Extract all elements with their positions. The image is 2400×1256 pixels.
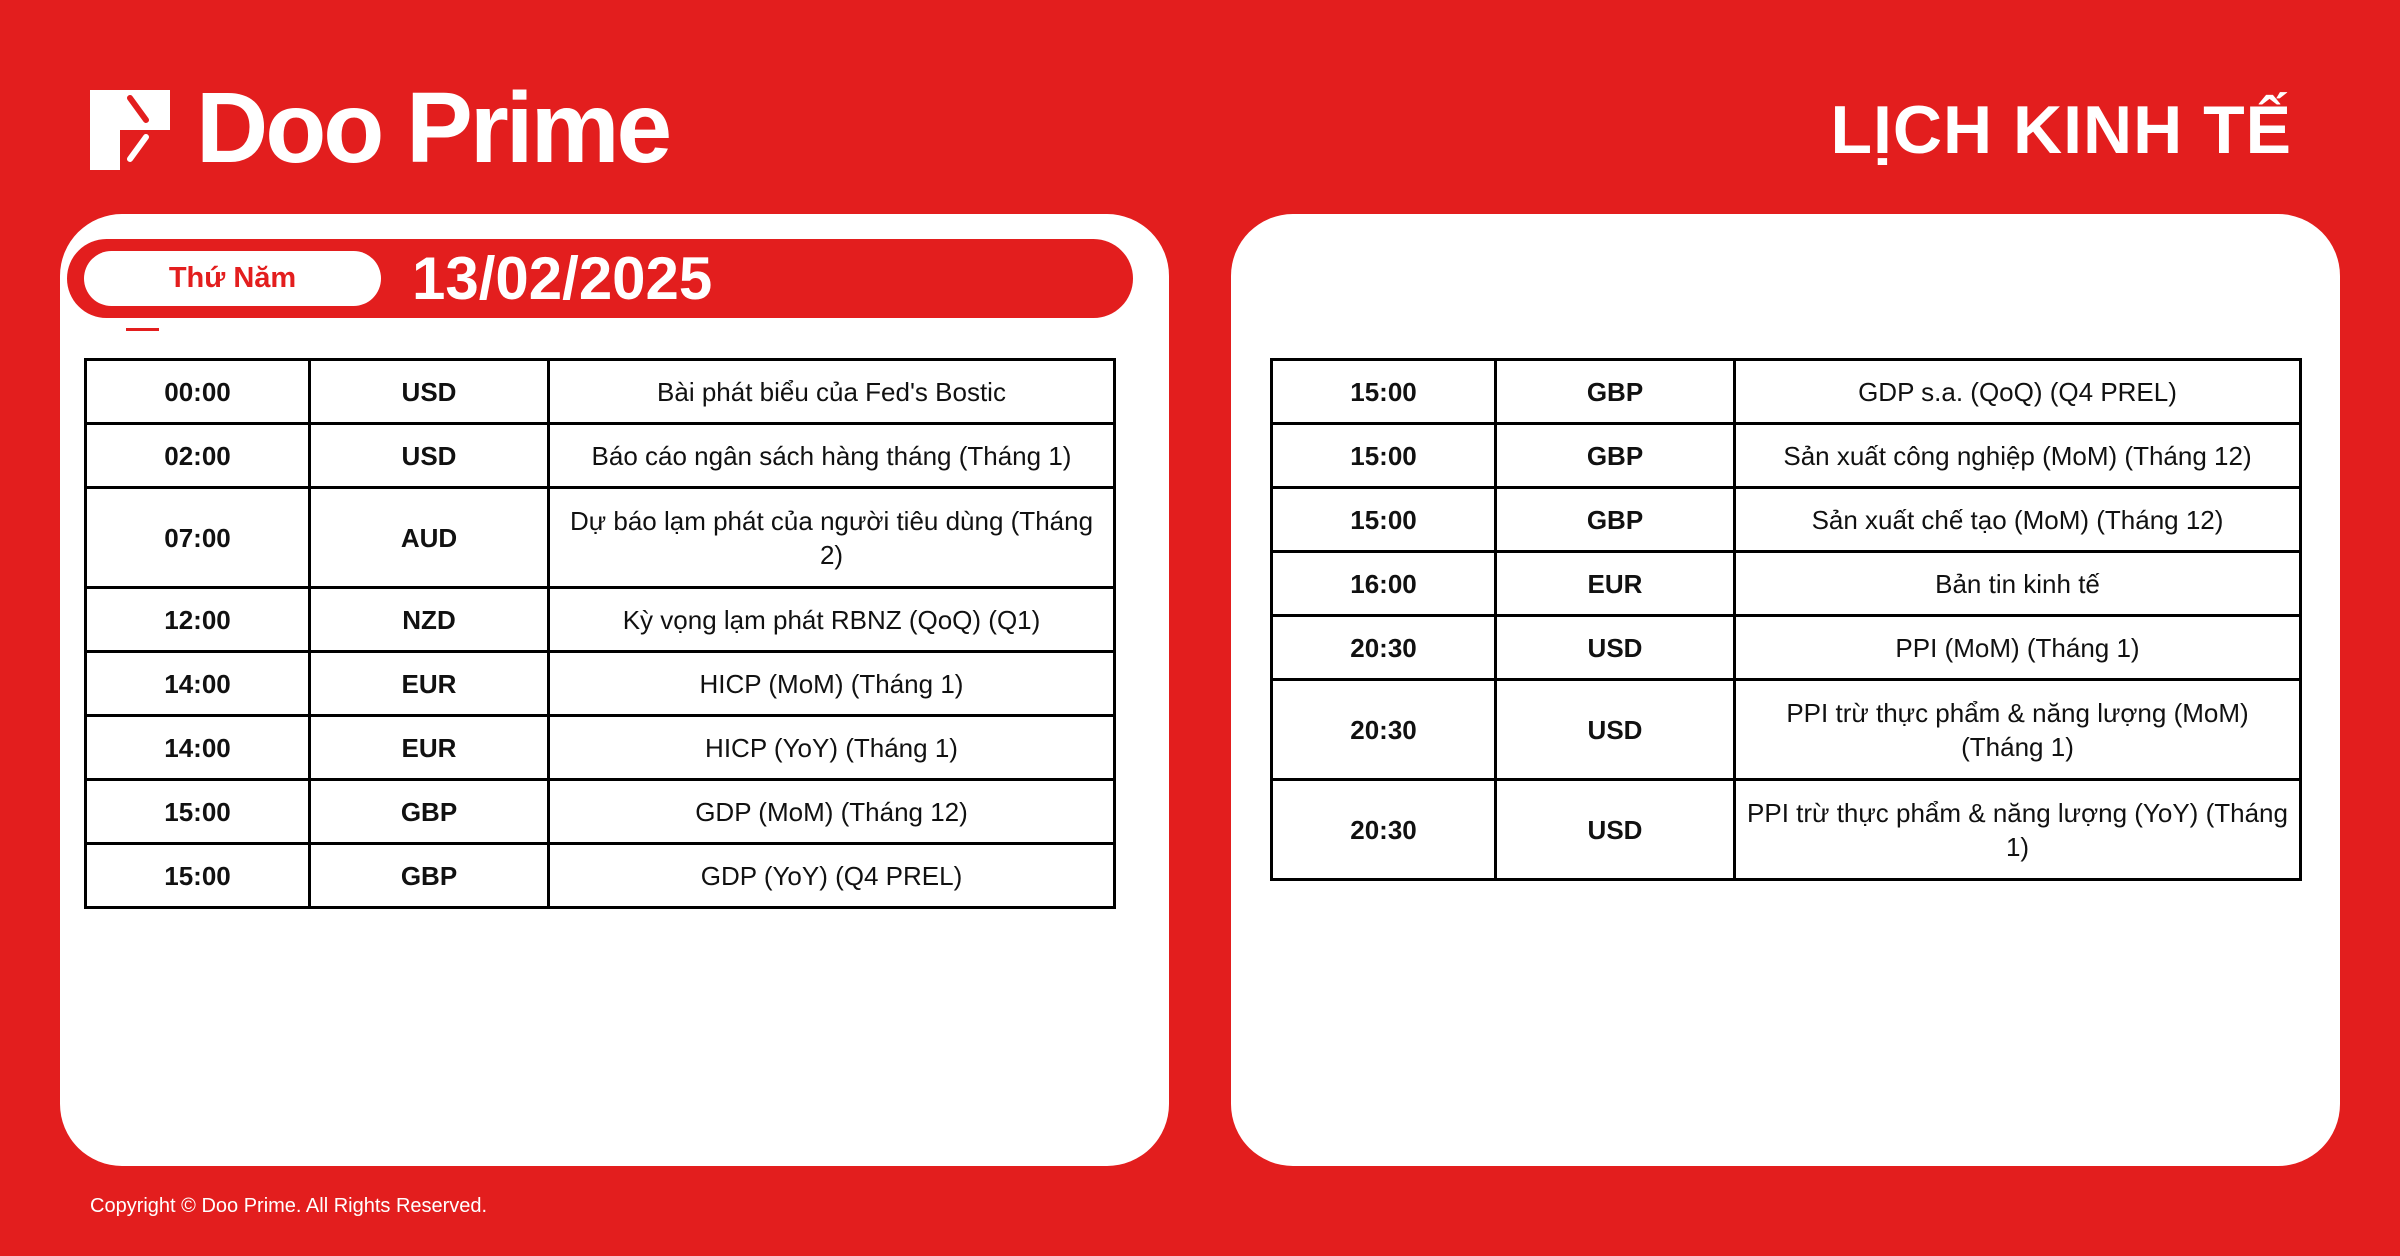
currency-cell: AUD bbox=[308, 486, 550, 589]
time-cell: 16:00 bbox=[1270, 550, 1497, 617]
time-cell: 15:00 bbox=[1270, 422, 1497, 489]
event-cell: HICP (MoM) (Tháng 1) bbox=[547, 650, 1116, 717]
table-row: 15:00 GBP GDP (YoY) (Q4 PREL) bbox=[84, 842, 1116, 909]
time-cell: 07:00 bbox=[84, 486, 311, 589]
currency-cell: GBP bbox=[1494, 422, 1736, 489]
table-row: 00:00 USD Bài phát biểu của Fed's Bostic bbox=[84, 358, 1116, 425]
time-cell: 12:00 bbox=[84, 586, 311, 653]
currency-cell: USD bbox=[308, 422, 550, 489]
table-row: 12:00 NZD Kỳ vọng lạm phát RBNZ (QoQ) (Q1) bbox=[84, 586, 1116, 653]
page-title: LỊCH KINH TẾ bbox=[1830, 92, 2292, 168]
event-cell: Sản xuất công nghiệp (MoM) (Tháng 12) bbox=[1733, 422, 2302, 489]
doo-prime-logo-icon bbox=[90, 90, 170, 170]
table-row: 15:00 GBP Sản xuất công nghiệp (MoM) (Thán… bbox=[1270, 422, 2302, 489]
time-cell: 14:00 bbox=[84, 650, 311, 717]
event-cell: Sản xuất chế tạo (MoM) (Tháng 12) bbox=[1733, 486, 2302, 553]
currency-cell: EUR bbox=[308, 650, 550, 717]
table-row: 07:00 AUD Dự báo lạm phát của người tiêu d… bbox=[84, 486, 1116, 589]
time-cell: 20:30 bbox=[1270, 678, 1497, 781]
table-row: 14:00 EUR HICP (MoM) (Tháng 1) bbox=[84, 650, 1116, 717]
weekday-badge: Thứ Năm bbox=[84, 251, 381, 306]
time-cell: 20:30 bbox=[1270, 614, 1497, 681]
calendar-table-right: 15:00 GBP GDP s.a. (QoQ) (Q4 PREL) 15:00 GBP… bbox=[1270, 358, 2302, 881]
time-cell: 15:00 bbox=[1270, 358, 1497, 425]
currency-cell: GBP bbox=[1494, 358, 1736, 425]
currency-cell: GBP bbox=[308, 778, 550, 845]
currency-cell: USD bbox=[1494, 778, 1736, 881]
table-row: 20:30 USD PPI trừ thực phẩm & năng lượng (… bbox=[1270, 678, 2302, 781]
time-cell: 14:00 bbox=[84, 714, 311, 781]
currency-cell: GBP bbox=[308, 842, 550, 909]
table-row: 15:00 GBP GDP s.a. (QoQ) (Q4 PREL) bbox=[1270, 358, 2302, 425]
calendar-table-left: 00:00 USD Bài phát biểu của Fed's Bostic 02… bbox=[84, 358, 1116, 909]
divider bbox=[126, 328, 159, 331]
currency-cell: EUR bbox=[1494, 550, 1736, 617]
currency-cell: GBP bbox=[1494, 486, 1736, 553]
time-cell: 15:00 bbox=[1270, 486, 1497, 553]
event-cell: GDP (MoM) (Tháng 12) bbox=[547, 778, 1116, 845]
currency-cell: NZD bbox=[308, 586, 550, 653]
table-row: 20:30 USD PPI (MoM) (Tháng 1) bbox=[1270, 614, 2302, 681]
table-row: 02:00 USD Báo cáo ngân sách hàng tháng (Th… bbox=[84, 422, 1116, 489]
event-cell: Bài phát biểu của Fed's Bostic bbox=[547, 358, 1116, 425]
event-cell: Kỳ vọng lạm phát RBNZ (QoQ) (Q1) bbox=[547, 586, 1116, 653]
table-row: 14:00 EUR HICP (YoY) (Tháng 1) bbox=[84, 714, 1116, 781]
time-cell: 02:00 bbox=[84, 422, 311, 489]
event-cell: Báo cáo ngân sách hàng tháng (Tháng 1) bbox=[547, 422, 1116, 489]
event-cell: GDP (YoY) (Q4 PREL) bbox=[547, 842, 1116, 909]
time-cell: 00:00 bbox=[84, 358, 311, 425]
time-cell: 15:00 bbox=[84, 778, 311, 845]
time-cell: 15:00 bbox=[84, 842, 311, 909]
event-cell: PPI (MoM) (Tháng 1) bbox=[1733, 614, 2302, 681]
currency-cell: USD bbox=[1494, 678, 1736, 781]
event-cell: Bản tin kinh tế bbox=[1733, 550, 2302, 617]
event-cell: PPI trừ thực phẩm & năng lượng (MoM) (Th… bbox=[1733, 678, 2302, 781]
event-cell: Dự báo lạm phát của người tiêu dùng (Thá… bbox=[547, 486, 1116, 589]
currency-cell: USD bbox=[308, 358, 550, 425]
time-cell: 20:30 bbox=[1270, 778, 1497, 881]
table-row: 15:00 GBP GDP (MoM) (Tháng 12) bbox=[84, 778, 1116, 845]
event-cell: GDP s.a. (QoQ) (Q4 PREL) bbox=[1733, 358, 2302, 425]
event-cell: HICP (YoY) (Tháng 1) bbox=[547, 714, 1116, 781]
table-row: 15:00 GBP Sản xuất chế tạo (MoM) (Tháng 12… bbox=[1270, 486, 2302, 553]
currency-cell: EUR bbox=[308, 714, 550, 781]
date-label: 13/02/2025 bbox=[412, 245, 713, 312]
currency-cell: USD bbox=[1494, 614, 1736, 681]
event-cell: PPI trừ thực phẩm & năng lượng (YoY) (Th… bbox=[1733, 778, 2302, 881]
table-row: 20:30 USD PPI trừ thực phẩm & năng lượng (… bbox=[1270, 778, 2302, 881]
brand-name: Doo Prime bbox=[196, 72, 672, 184]
copyright: Copyright © Doo Prime. All Rights Reserv… bbox=[90, 1195, 488, 1217]
table-row: 16:00 EUR Bản tin kinh tế bbox=[1270, 550, 2302, 617]
